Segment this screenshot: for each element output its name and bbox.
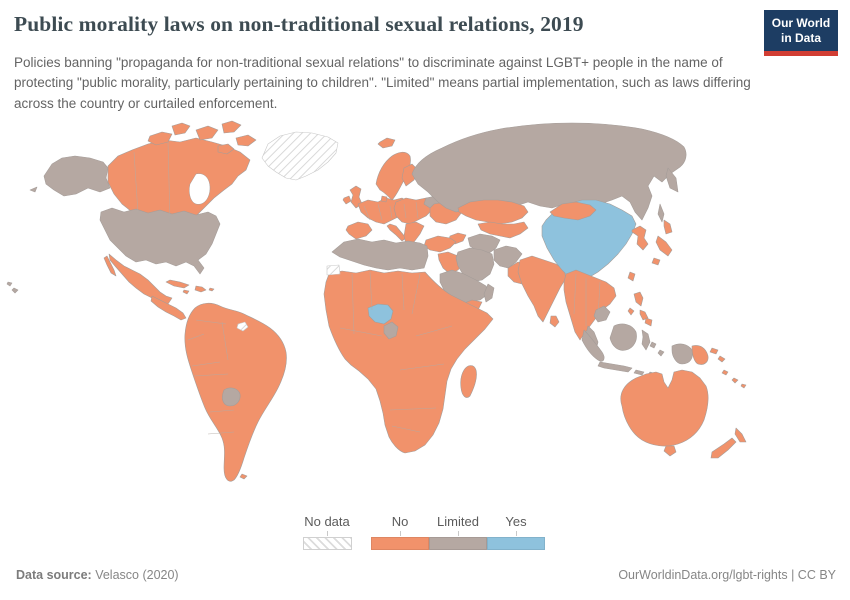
owid-logo-line1: Our World xyxy=(771,15,831,30)
data-source-value: Velasco (2020) xyxy=(91,568,179,582)
legend-label-yes: Yes xyxy=(505,514,527,529)
region-caribbean[interactable] xyxy=(165,279,215,295)
region-afghanistan-limited[interactable] xyxy=(493,245,523,269)
region-italy[interactable] xyxy=(386,223,407,242)
world-map-canvas[interactable] xyxy=(0,112,850,512)
region-mexico[interactable] xyxy=(108,253,173,305)
region-japan[interactable] xyxy=(651,219,673,266)
region-french-guiana-nodata[interactable] xyxy=(236,321,249,332)
region-usa[interactable] xyxy=(99,207,221,275)
legend-swatch-yes[interactable] xyxy=(487,537,545,550)
chart-subtitle: Policies banning "propaganda for non-tra… xyxy=(14,55,751,111)
region-alaska-usa[interactable] xyxy=(43,155,111,197)
region-sakhalin-russia[interactable] xyxy=(657,203,665,223)
legend-swatch-limited[interactable] xyxy=(429,537,487,550)
legend-tick-no-data xyxy=(327,531,328,536)
footer-link[interactable]: OurWorldinData.org/lgbt-rights | CC BY xyxy=(618,568,836,582)
region-iran-limited[interactable] xyxy=(455,247,495,283)
country-borders xyxy=(133,141,601,435)
region-papua-new-guinea[interactable] xyxy=(691,345,709,365)
data-source: Data source: Velasco (2020) xyxy=(16,568,179,582)
region-tasmania[interactable] xyxy=(663,445,677,457)
region-taiwan[interactable] xyxy=(627,271,636,282)
region-russia-limited[interactable] xyxy=(411,122,687,221)
region-kazakhstan[interactable] xyxy=(457,199,529,225)
region-central-asia[interactable] xyxy=(477,221,529,239)
region-cameroon-limited[interactable] xyxy=(383,321,399,340)
region-canada-arctic-islands[interactable] xyxy=(147,120,257,155)
region-ireland[interactable] xyxy=(342,195,352,205)
region-indonesia-malaysia-limited[interactable] xyxy=(581,323,693,378)
region-greenland-nodata[interactable] xyxy=(261,131,339,181)
region-paraguay-limited[interactable] xyxy=(222,387,241,407)
legend-swatch-no-data[interactable] xyxy=(303,537,352,550)
region-china-yes[interactable] xyxy=(541,199,637,283)
region-baja-mexico[interactable] xyxy=(103,255,117,277)
hudson-bay xyxy=(189,173,211,205)
region-nigeria-yes[interactable] xyxy=(367,303,394,325)
region-sub-saharan-africa[interactable] xyxy=(323,269,494,454)
owid-logo[interactable]: Our World in Data xyxy=(764,10,838,56)
chart-footer: Data source: Velasco (2020) OurWorldinDa… xyxy=(0,566,850,588)
region-australia[interactable] xyxy=(620,369,709,447)
region-sri-lanka[interactable] xyxy=(549,315,560,328)
region-se-asia-mainland[interactable] xyxy=(563,269,617,341)
legend-tick-limited xyxy=(458,531,459,536)
region-central-america[interactable] xyxy=(150,295,187,321)
page-title: Public morality laws on non-traditional … xyxy=(14,12,584,36)
region-new-zealand[interactable] xyxy=(710,427,747,459)
data-source-label: Data source: xyxy=(16,568,92,582)
region-hawaii-usa[interactable] xyxy=(6,281,19,294)
region-iberia[interactable] xyxy=(345,221,373,240)
owid-logo-line2: in Data xyxy=(780,30,821,45)
region-western-sahara-nodata[interactable] xyxy=(326,264,341,276)
region-india[interactable] xyxy=(517,255,567,323)
legend-swatch-no[interactable] xyxy=(371,537,429,550)
region-philippines[interactable] xyxy=(627,291,653,327)
map-legend: No data No Limited Yes xyxy=(300,514,546,552)
region-korea[interactable] xyxy=(631,225,649,251)
region-oman-limited[interactable] xyxy=(483,283,495,303)
region-denmark[interactable] xyxy=(380,195,388,203)
legend-label-no: No xyxy=(391,514,409,529)
region-falkland[interactable] xyxy=(239,473,248,480)
region-aleutians-usa[interactable] xyxy=(29,186,38,193)
region-pacific-islands[interactable] xyxy=(709,347,747,389)
region-north-africa-limited[interactable] xyxy=(331,238,429,271)
legend-label-limited: Limited xyxy=(437,514,479,529)
legend-tick-no xyxy=(400,531,401,536)
region-iceland[interactable] xyxy=(377,137,396,149)
region-mongolia[interactable] xyxy=(549,201,597,221)
legend-label-no-data: No data xyxy=(304,514,350,529)
legend-tick-yes xyxy=(516,531,517,536)
world-map xyxy=(0,112,850,512)
region-madagascar[interactable] xyxy=(460,365,477,398)
region-kamchatka-russia[interactable] xyxy=(665,167,679,193)
